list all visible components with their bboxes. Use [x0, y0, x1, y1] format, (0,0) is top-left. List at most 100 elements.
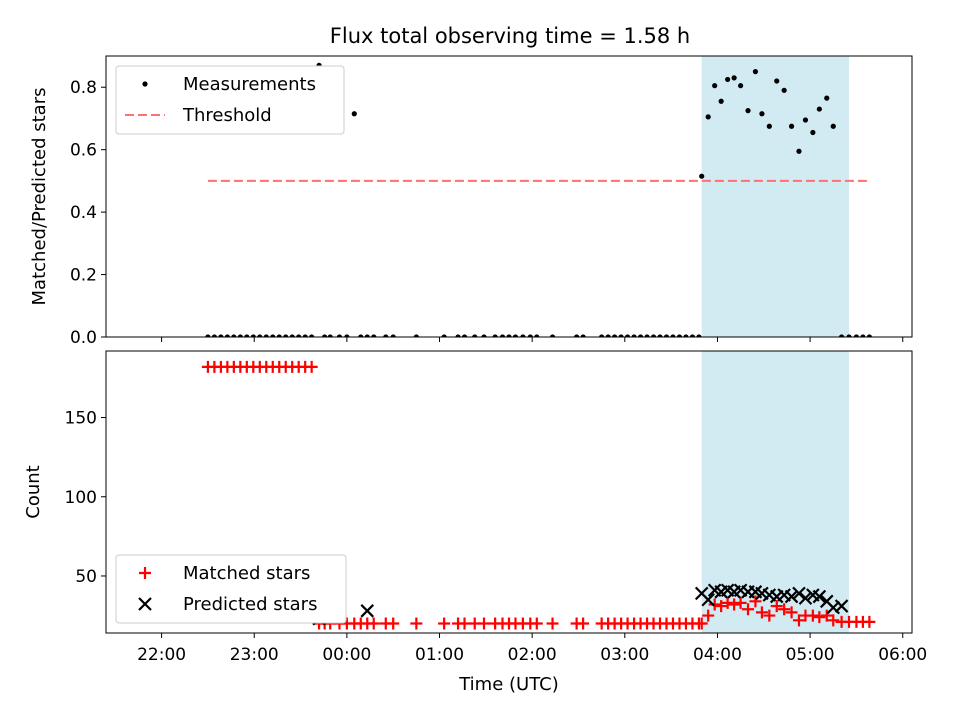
bottom-ytick-label-1: 100	[65, 488, 97, 508]
top-point-0-67	[745, 108, 751, 114]
bottom-xtick-label-7: 05:00	[786, 645, 835, 665]
top-point-0-63	[718, 98, 724, 104]
bottom-legend-swatch-0	[139, 567, 151, 579]
top-point-0-4	[231, 334, 237, 337]
top-point-0-24	[364, 334, 370, 337]
bottom-point-0-64	[721, 596, 734, 609]
bottom-point-1-16	[792, 586, 806, 601]
top-point-0-71	[774, 78, 780, 84]
bottom-xtick-label-5: 03:00	[600, 645, 649, 665]
bottom-point-0-43	[577, 617, 590, 630]
top-point-0-37	[512, 334, 519, 337]
top-point-0-74	[796, 148, 802, 154]
top-point-0-40	[534, 334, 540, 337]
bottom-legend: Matched stars Predicted stars	[115, 554, 347, 624]
top-point-0-45	[605, 334, 611, 337]
top-point-0-62	[712, 83, 718, 89]
top-point-0-57	[683, 334, 689, 337]
top-point-0-70	[766, 123, 772, 129]
bottom-panel: 50 100 150 22:00 23:00 00:00 01:00 02:00 03:00 04…	[23, 350, 927, 695]
top-point-0-27	[390, 334, 396, 337]
bottom-point-0-41	[546, 617, 559, 630]
bottom-point-1-1	[360, 604, 375, 618]
bottom-point-1-15	[784, 589, 799, 604]
bottom-point-0-65	[728, 598, 741, 611]
top-ytick-label-3: 0.6	[70, 141, 97, 161]
bottom-point-0-79	[827, 614, 840, 627]
top-point-0-30	[455, 334, 461, 337]
bottom-point-0-33	[477, 617, 490, 630]
chart-title: Flux total observing time = 1.58 h	[330, 24, 690, 48]
bottom-point-0-60	[695, 617, 708, 630]
top-point-0-26	[383, 334, 389, 337]
bottom-point-0-40	[530, 617, 543, 630]
top-point-0-69	[759, 111, 765, 117]
top-series-0	[205, 62, 872, 337]
bottom-xtick-label-4: 02:00	[508, 645, 557, 665]
bottom-xtick-label-6: 04:00	[693, 645, 742, 665]
bottom-point-0-68	[749, 595, 762, 608]
top-point-0-77	[816, 106, 822, 112]
top-point-0-28	[413, 334, 419, 337]
top-point-0-20	[336, 334, 343, 337]
top-ytick-label-0: 0.0	[70, 328, 97, 348]
top-point-0-81	[846, 334, 852, 337]
top-point-0-41	[549, 334, 556, 337]
bottom-point-0-71	[770, 600, 783, 613]
top-point-0-53	[657, 334, 663, 337]
top-point-0-31	[461, 334, 468, 337]
bottom-plot-area	[201, 360, 876, 630]
top-point-0-66	[738, 83, 744, 89]
top-point-0-6	[244, 334, 250, 337]
bottom-xtick-label-8: 06:00	[878, 645, 927, 665]
top-point-0-5	[237, 334, 243, 337]
bottom-point-0-74	[792, 614, 805, 627]
bottom-point-0-77	[813, 611, 826, 624]
top-legend: Measurements Threshold	[115, 65, 345, 135]
bottom-point-1-22	[834, 599, 849, 613]
bottom-point-0-66	[734, 596, 747, 609]
top-point-0-42	[574, 334, 580, 337]
top-point-0-33	[481, 334, 487, 337]
bottom-point-0-76	[806, 609, 819, 622]
top-legend-label-1: Threshold	[182, 105, 272, 126]
top-point-0-2	[218, 334, 224, 337]
top-legend-label-0: Measurements	[183, 74, 316, 95]
bottom-point-0-69	[755, 606, 768, 619]
top-point-0-79	[830, 123, 836, 129]
top-point-0-13	[289, 334, 295, 337]
bottom-series-0	[201, 360, 876, 630]
top-point-0-0	[205, 334, 211, 337]
top-y-axis-label: Matched/Predicted stars	[29, 88, 50, 306]
bottom-point-0-29	[438, 617, 451, 630]
top-point-0-21	[344, 334, 350, 337]
top-point-0-75	[802, 117, 809, 123]
bottom-x-axis-label: Time (UTC)	[458, 674, 559, 695]
top-point-0-47	[618, 334, 624, 337]
bottom-point-1-19	[812, 589, 827, 604]
top-point-0-43	[580, 334, 586, 337]
bottom-point-0-67	[742, 603, 755, 616]
top-point-0-38	[520, 334, 526, 337]
top-point-0-8	[257, 334, 263, 337]
bottom-point-1-17	[798, 591, 813, 605]
bottom-xtick-label-3: 01:00	[415, 645, 464, 665]
top-point-0-73	[788, 123, 795, 129]
bottom-point-0-84	[863, 615, 876, 628]
bottom-point-0-16	[305, 360, 318, 373]
top-point-0-22	[351, 111, 357, 117]
top-legend-swatch-0	[142, 81, 148, 87]
bottom-point-0-70	[763, 609, 776, 622]
top-point-0-78	[824, 95, 830, 101]
top-point-0-46	[612, 334, 618, 337]
top-point-0-65	[731, 75, 737, 81]
top-point-0-51	[644, 334, 650, 337]
bottom-xtick-label-2: 00:00	[322, 645, 371, 665]
top-point-0-1	[211, 334, 217, 337]
bottom-point-0-78	[820, 609, 833, 622]
top-point-0-19	[327, 334, 333, 337]
bottom-point-1-3	[701, 592, 715, 607]
top-plot-area	[205, 62, 872, 337]
bottom-xtick-label-1: 23:00	[230, 645, 279, 665]
